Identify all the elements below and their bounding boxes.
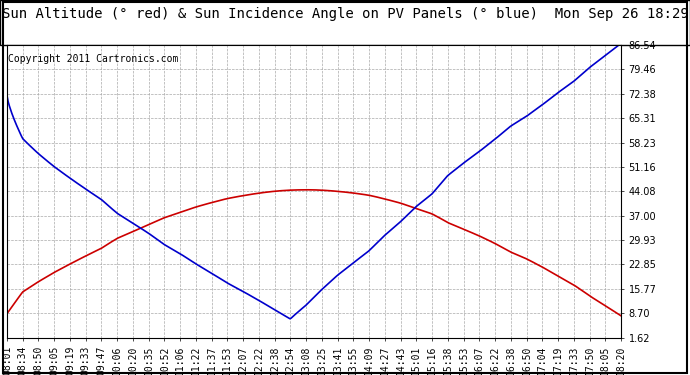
Text: Sun Altitude (° red) & Sun Incidence Angle on PV Panels (° blue)  Mon Sep 26 18:: Sun Altitude (° red) & Sun Incidence Ang… <box>1 7 689 21</box>
Text: Copyright 2011 Cartronics.com: Copyright 2011 Cartronics.com <box>8 54 179 64</box>
